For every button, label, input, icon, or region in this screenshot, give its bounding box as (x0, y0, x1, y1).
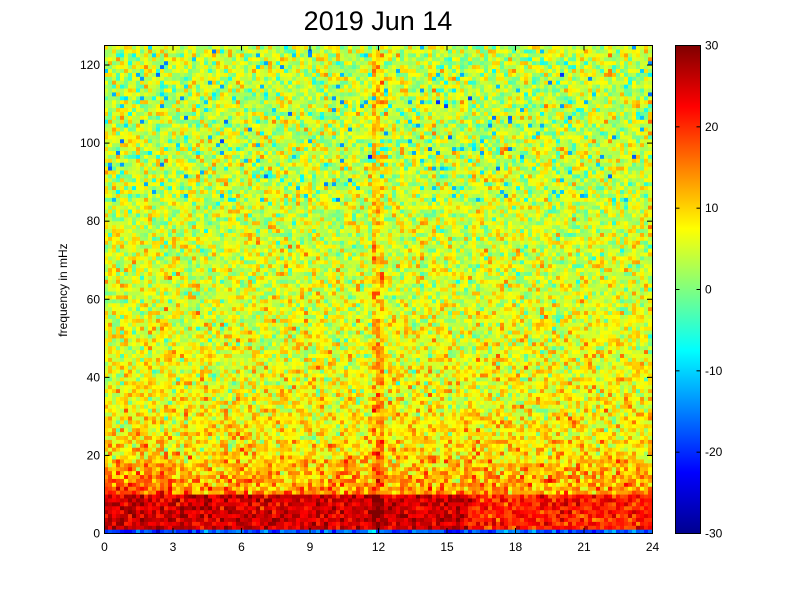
y-tick-label: 40 (87, 370, 101, 384)
colorbar-axis: 30 20 10 0 -10 -20 -30 (675, 39, 723, 541)
x-tick-label: 24 (646, 540, 660, 554)
x-tick-label: 3 (170, 540, 177, 554)
x-tick-label: 21 (577, 540, 591, 554)
colorbar-tick-label: 30 (705, 39, 719, 53)
colorbar-tick-label: 0 (705, 283, 712, 297)
y-tick-label: 20 (87, 448, 101, 462)
heatmap-cells (104, 45, 653, 534)
colorbar (675, 45, 701, 534)
y-tick-label: 60 (87, 292, 101, 306)
x-tick-label: 0 (101, 540, 108, 554)
y-tick-label: 80 (87, 214, 101, 228)
x-axis: 0 3 6 9 12 15 18 21 24 (101, 45, 660, 554)
x-tick-label: 15 (440, 540, 454, 554)
x-tick-label: 12 (372, 540, 386, 554)
x-tick-label: 18 (509, 540, 523, 554)
y-tick-label: 120 (80, 58, 100, 72)
colorbar-tick-label: 10 (705, 201, 719, 215)
colorbar-tick-label: -10 (705, 364, 723, 378)
x-tick-label: 9 (307, 540, 314, 554)
colorbar-tick-label: 20 (705, 120, 719, 134)
y-axis: 0 20 40 60 80 100 120 (80, 58, 653, 541)
x-tick-label: 6 (238, 540, 245, 554)
y-tick-label: 0 (93, 527, 100, 541)
chart-title: 2019 Jun 14 (303, 6, 453, 36)
colorbar-tick-label: -30 (705, 527, 723, 541)
y-tick-label: 100 (80, 136, 100, 150)
colorbar-tick-label: -20 (705, 445, 723, 459)
